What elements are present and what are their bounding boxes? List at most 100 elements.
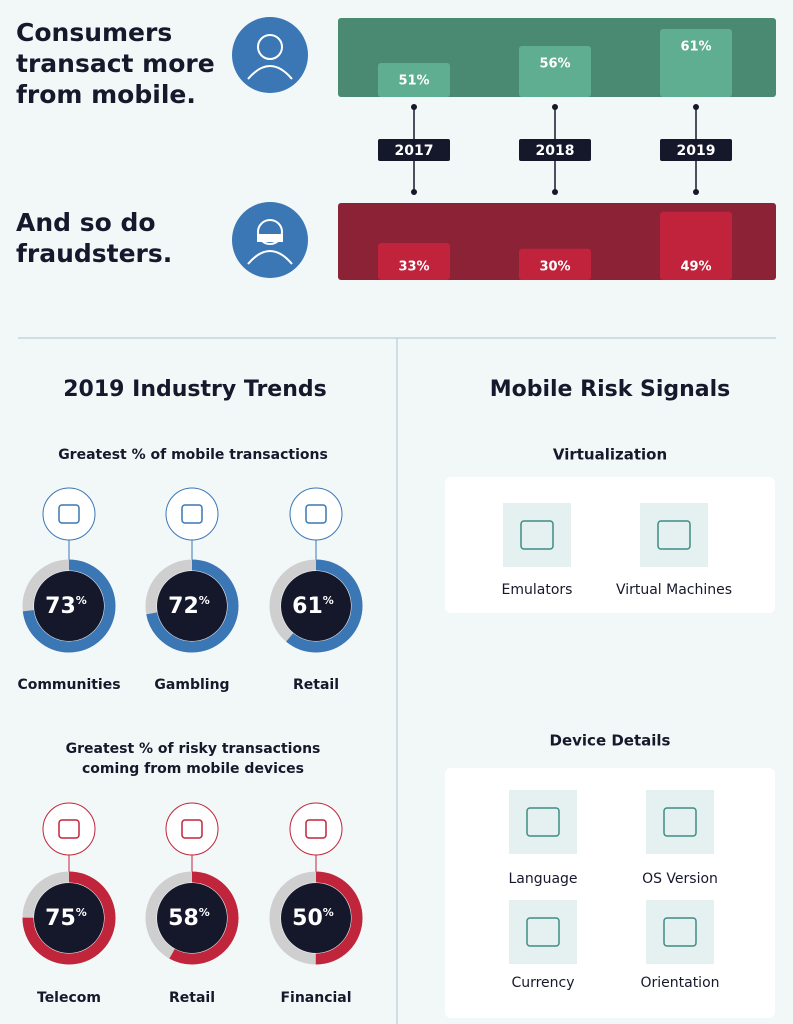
signal-label: Orientation <box>640 975 719 991</box>
icon-circle <box>42 802 96 856</box>
donut-center <box>157 571 227 641</box>
bar <box>519 248 591 280</box>
icon-glyph <box>181 819 203 839</box>
connector-dot <box>693 104 699 110</box>
heading-line: from mobile. <box>16 80 196 109</box>
donut-number: 61 <box>292 594 323 619</box>
connector-dot <box>411 104 417 110</box>
bar-label: 30% <box>539 260 570 275</box>
avatar-head <box>257 34 283 60</box>
donut-center <box>34 571 104 641</box>
donut-name: Retail <box>169 990 215 1006</box>
donut-unit: % <box>323 906 334 919</box>
connector-dot <box>411 189 417 195</box>
donut-arc <box>269 871 363 965</box>
donut-value: 72% <box>168 594 210 619</box>
heading-line: And so do <box>16 208 156 237</box>
donut-name: Communities <box>17 677 120 693</box>
bar <box>660 211 732 280</box>
icon-glyph <box>58 819 80 839</box>
donut-value: 58% <box>168 906 210 931</box>
group-title: Virtualization <box>553 446 667 464</box>
icon-glyph <box>305 504 327 524</box>
donut-name: Retail <box>293 677 339 693</box>
bar <box>378 63 450 97</box>
heading-line: Consumers <box>16 18 172 47</box>
year-pill <box>660 139 732 161</box>
heading-line: Greatest % of mobile transactions <box>58 447 328 463</box>
donut-value: 50% <box>292 906 334 931</box>
donut-unit: % <box>199 594 210 607</box>
signal-label: Virtual Machines <box>616 582 732 598</box>
signal-icon <box>663 807 697 837</box>
section-title: Mobile Risk Signals <box>490 377 731 402</box>
signal-label: Currency <box>511 975 574 991</box>
bar-label: 49% <box>680 260 711 275</box>
donut-center <box>157 883 227 953</box>
icon-circle <box>42 487 96 541</box>
avatar-head <box>257 219 283 245</box>
bar <box>519 46 591 97</box>
donut-arc <box>145 559 239 653</box>
connector-dot <box>693 189 699 195</box>
card <box>445 768 775 1018</box>
signal-icon <box>520 520 554 550</box>
donut-center <box>281 571 351 641</box>
icon-glyph <box>181 504 203 524</box>
signal-icon-bg <box>509 900 577 964</box>
year-label: 2019 <box>677 143 716 159</box>
donut-name: Gambling <box>154 677 229 693</box>
year-label: 2018 <box>536 143 575 159</box>
icon-glyph <box>305 819 327 839</box>
donut-value: 75% <box>45 906 87 931</box>
donut-center <box>281 883 351 953</box>
donut-value: 73% <box>45 594 87 619</box>
signal-label: Emulators <box>502 582 573 598</box>
donut-number: 73 <box>45 594 76 619</box>
signal-icon-bg <box>646 790 714 854</box>
icon-circle <box>289 487 343 541</box>
avatar-body <box>247 250 293 265</box>
signal-icon <box>526 917 560 947</box>
signal-icon-bg <box>503 503 571 567</box>
icon-circle <box>165 487 219 541</box>
donut-unit: % <box>199 906 210 919</box>
heading-line: coming from mobile devices <box>82 761 304 777</box>
signal-icon <box>663 917 697 947</box>
donut-number: 58 <box>168 906 199 931</box>
heading-line: Greatest % of risky transactions <box>66 741 321 757</box>
donut-name: Telecom <box>37 990 101 1006</box>
heading-line: transact more <box>16 49 215 78</box>
donut-number: 75 <box>45 906 76 931</box>
donut-unit: % <box>323 594 334 607</box>
signal-icon-bg <box>509 790 577 854</box>
signal-icon <box>526 807 560 837</box>
signal-label: OS Version <box>642 871 718 887</box>
donut-arc <box>22 559 116 653</box>
donut-number: 50 <box>292 906 323 931</box>
bar <box>378 242 450 280</box>
year-pill <box>378 139 450 161</box>
donut-arc <box>145 871 239 965</box>
year-label: 2017 <box>395 143 434 159</box>
icon-glyph <box>58 504 80 524</box>
group-title: Device Details <box>550 732 671 750</box>
donut-unit: % <box>76 906 87 919</box>
year-pill <box>519 139 591 161</box>
icon-circle <box>289 802 343 856</box>
avatar-circle <box>232 17 308 93</box>
signal-label: Language <box>508 871 577 887</box>
bar-label: 51% <box>398 74 429 89</box>
donut-arc <box>269 559 363 653</box>
donut-value: 61% <box>292 594 334 619</box>
donut-center <box>34 883 104 953</box>
bar-label: 33% <box>398 260 429 275</box>
bar <box>660 29 732 97</box>
donut-unit: % <box>76 594 87 607</box>
signal-icon <box>657 520 691 550</box>
donut-name: Financial <box>280 990 351 1006</box>
heading-line: fraudsters. <box>16 239 172 268</box>
avatar-body <box>247 65 293 80</box>
donut-arc <box>22 871 116 965</box>
